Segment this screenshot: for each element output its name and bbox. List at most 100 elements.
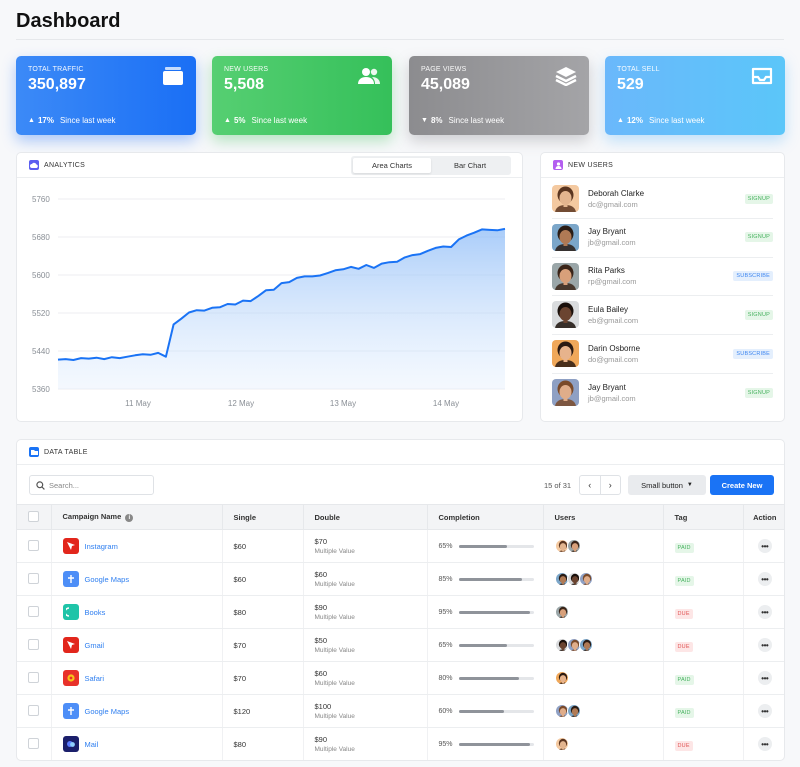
- header-completion[interactable]: Completion: [427, 504, 544, 530]
- prev-page-button[interactable]: ‹: [580, 476, 600, 494]
- search-box[interactable]: [29, 475, 154, 495]
- double-value: $90: [314, 603, 328, 612]
- single-cell: $70: [222, 628, 304, 662]
- header-tag[interactable]: Tag: [663, 504, 744, 530]
- stat-card-total-sell[interactable]: TOTAL SELL 529 ▲ 12% Since last week: [605, 56, 785, 135]
- row-checkbox[interactable]: [28, 605, 39, 617]
- stat-value: 5,508: [224, 76, 265, 93]
- stat-card-page-views[interactable]: PAGE VIEWS 45,089 ▼ 8% Since last week: [409, 56, 589, 135]
- tag-cell: PAID: [663, 661, 744, 695]
- campaign-link[interactable]: Gmail: [84, 640, 105, 650]
- stat-card-total-traffic[interactable]: TOTAL TRAFFIC 350,897 ▲ 17% Since last wee…: [16, 56, 196, 135]
- double-sub: Multiple Value: [314, 746, 355, 753]
- table-row[interactable]: Books $80 $90 Multiple Value 95% DUE •••: [17, 595, 784, 629]
- users-cell: [543, 628, 664, 662]
- avatar: [554, 638, 569, 652]
- double-value: $70: [314, 537, 328, 546]
- create-new-button[interactable]: Create New: [710, 475, 774, 495]
- action-cell: •••: [743, 595, 784, 629]
- completion-cell: 80%: [427, 661, 544, 695]
- table-row[interactable]: Google Maps $120 $100 Multiple Value 60% …: [17, 694, 784, 728]
- table-row[interactable]: Mail $80 $90 Multiple Value 95% DUE •••: [17, 727, 784, 760]
- search-input[interactable]: [49, 480, 149, 490]
- campaign-link[interactable]: Instagram: [84, 541, 118, 551]
- stat-card-new-users[interactable]: NEW USERS 5,508 ▲ 5% Since last week: [212, 56, 392, 135]
- action-cell: •••: [743, 661, 784, 695]
- row-select-cell: [17, 529, 52, 563]
- avatar: [552, 301, 579, 329]
- row-checkbox[interactable]: [28, 539, 39, 551]
- chart-type-toggle[interactable]: Area Charts Bar Chart: [351, 156, 511, 175]
- next-page-button[interactable]: ›: [599, 476, 621, 494]
- y-tick-label: 5680: [32, 233, 50, 242]
- gmail-icon: [62, 637, 79, 653]
- new-user-row[interactable]: Rita Parks rp@gmail.com SUBSCRIBE: [541, 256, 784, 296]
- user-name: Darin Osborne: [588, 343, 641, 353]
- user-name: Jay Bryant: [588, 227, 626, 237]
- user-email: do@gmail.com: [588, 354, 639, 364]
- table-row[interactable]: Safari $70 $60 Multiple Value 80% PAID ••…: [17, 661, 784, 695]
- row-checkbox[interactable]: [28, 638, 39, 650]
- progress-bar: [458, 709, 534, 713]
- double-cell: $70 Multiple Value: [303, 529, 428, 563]
- more-dots-icon: •••: [761, 574, 769, 584]
- table-row[interactable]: Instagram $60 $70 Multiple Value 65% PAID…: [17, 529, 784, 563]
- campaign-cell: Google Maps: [51, 562, 223, 596]
- header-campaign[interactable]: Campaign Name i: [51, 504, 223, 530]
- campaign-link[interactable]: Google Maps: [84, 706, 130, 716]
- tag-badge: DUE: [674, 740, 693, 751]
- tab-bar-chart[interactable]: Bar Chart: [453, 161, 487, 170]
- avatar: [554, 539, 569, 553]
- completion-cell: 95%: [427, 595, 544, 629]
- caret-down-icon: ▼: [686, 482, 693, 488]
- progress-bar: [458, 676, 534, 680]
- stat-trend: ▲ 12% Since last week: [617, 116, 705, 125]
- safari-icon: [62, 670, 79, 686]
- y-tick-label: 5760: [32, 195, 50, 204]
- stat-value: 45,089: [421, 76, 470, 93]
- new-user-row[interactable]: Jay Bryant jb@gmail.com SIGNUP: [541, 217, 784, 257]
- small-dropdown-button[interactable]: Small button ▼: [628, 475, 706, 495]
- more-actions-button[interactable]: •••: [757, 605, 772, 619]
- new-user-row[interactable]: Darin Osborne do@gmail.com SUBSCRIBE: [541, 334, 784, 373]
- completion-percent: 80%: [438, 674, 453, 682]
- row-checkbox[interactable]: [28, 737, 39, 749]
- header-double[interactable]: Double: [303, 504, 428, 530]
- more-actions-button[interactable]: •••: [757, 572, 772, 586]
- progress-bar: [458, 742, 534, 746]
- google-maps-icon: [62, 571, 79, 587]
- header-single[interactable]: Single: [222, 504, 304, 530]
- select-all-checkbox[interactable]: [28, 510, 39, 522]
- more-actions-button[interactable]: •••: [757, 638, 772, 652]
- new-user-row[interactable]: Deborah Clarke dc@gmail.com SIGNUP: [541, 179, 784, 218]
- more-actions-button[interactable]: •••: [757, 704, 772, 718]
- tab-area-charts[interactable]: Area Charts: [353, 158, 431, 173]
- more-actions-button[interactable]: •••: [757, 539, 772, 553]
- header-users[interactable]: Users: [543, 504, 664, 530]
- progress-bar: [458, 643, 534, 647]
- new-user-row[interactable]: Eula Bailey eb@gmail.com SIGNUP: [541, 295, 784, 334]
- stat-trend: ▲ 17% Since last week: [28, 116, 116, 125]
- row-checkbox[interactable]: [28, 671, 39, 683]
- new-user-row[interactable]: Jay Bryant jb@gmail.com SIGNUP: [541, 373, 784, 412]
- avatar-group: [554, 638, 663, 652]
- table-row[interactable]: Gmail $70 $50 Multiple Value 65% DUE •••: [17, 628, 784, 662]
- row-checkbox[interactable]: [28, 572, 39, 584]
- campaign-link[interactable]: Google Maps: [84, 574, 130, 584]
- campaign-link[interactable]: Safari: [84, 673, 105, 683]
- campaign-link[interactable]: Mail: [84, 739, 99, 749]
- completion-percent: 95%: [438, 608, 453, 616]
- more-actions-button[interactable]: •••: [757, 737, 772, 751]
- campaign-link[interactable]: Books: [84, 607, 106, 617]
- more-actions-button[interactable]: •••: [757, 671, 772, 685]
- user-email: dc@gmail.com: [588, 199, 638, 209]
- campaign-cell: Instagram: [51, 529, 223, 563]
- row-checkbox[interactable]: [28, 704, 39, 716]
- double-cell: $90 Multiple Value: [303, 727, 428, 760]
- x-tick-label: 12 May: [228, 399, 254, 408]
- folder-icon: [29, 447, 39, 457]
- avatar-group: [554, 704, 663, 718]
- row-divider: [552, 373, 773, 374]
- table-row[interactable]: Google Maps $60 $60 Multiple Value 85% PA…: [17, 562, 784, 596]
- area-fill: [58, 228, 505, 389]
